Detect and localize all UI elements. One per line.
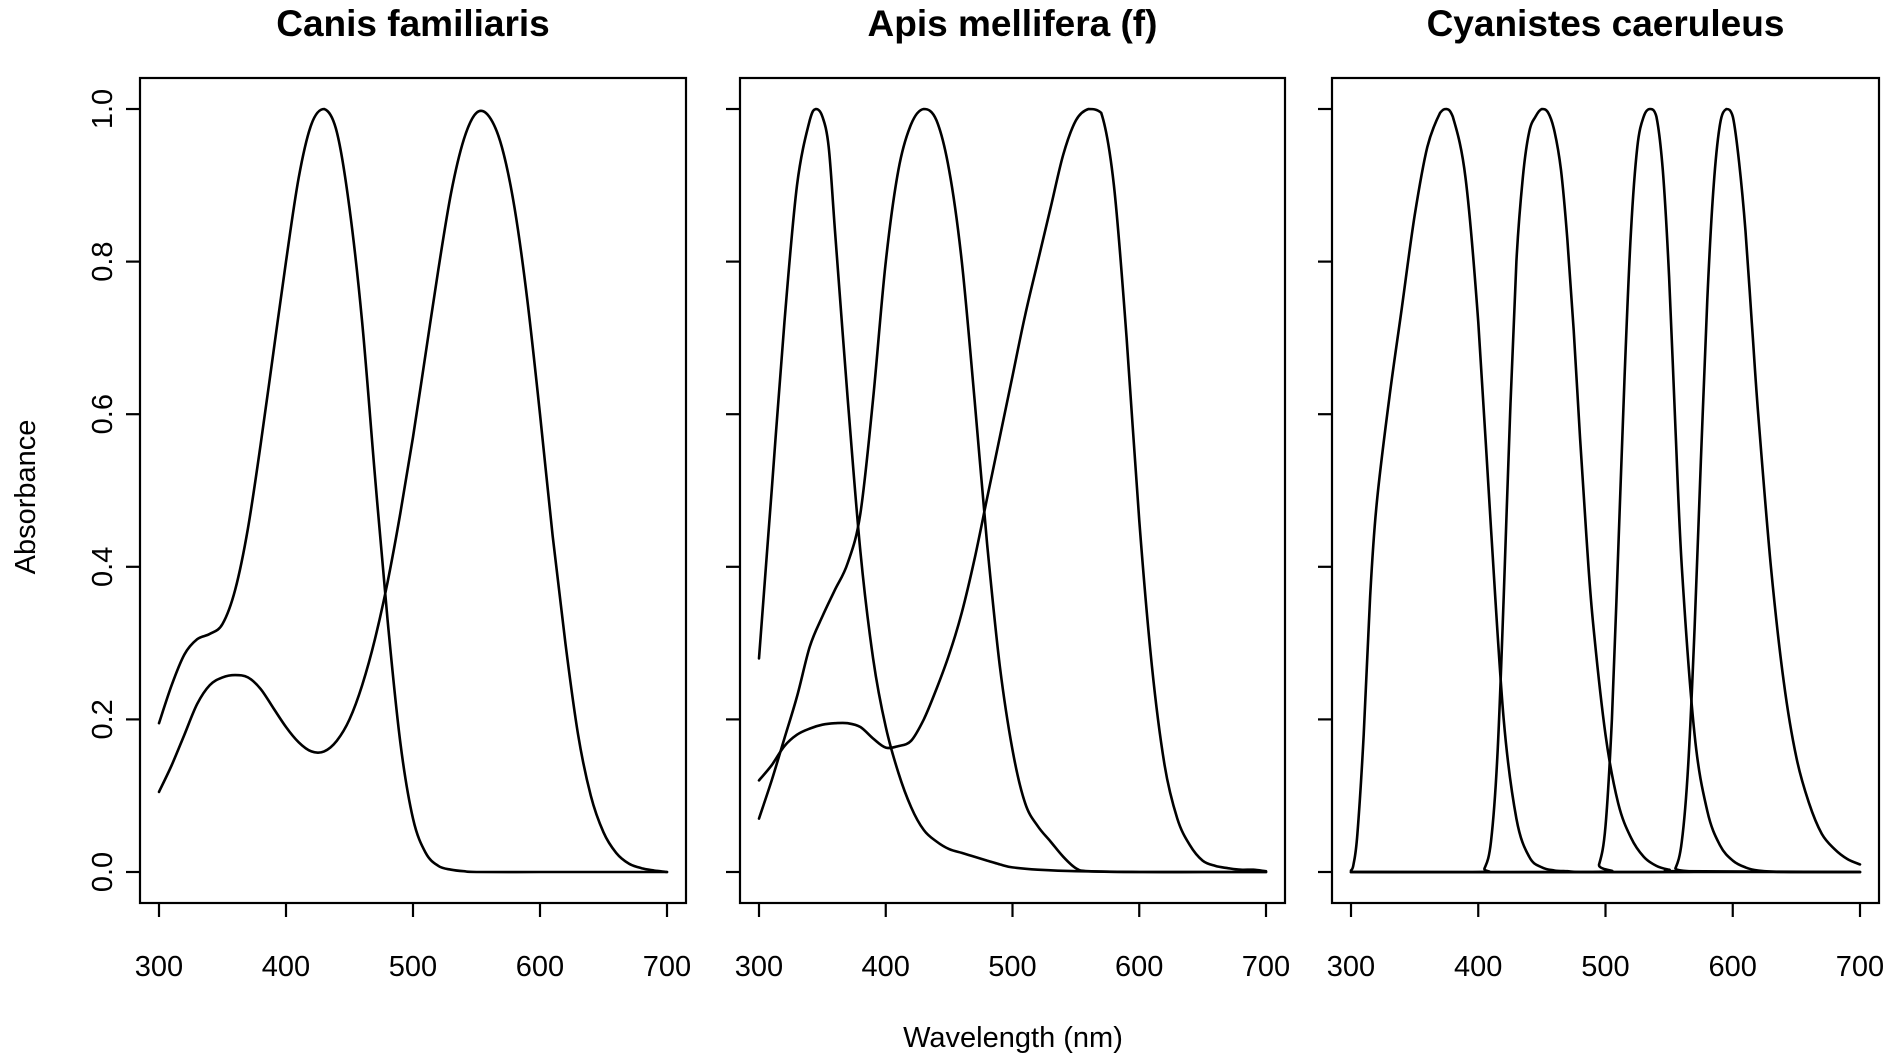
y-tick-label: 1.0 <box>87 89 119 129</box>
x-tick-label: 700 <box>643 951 691 983</box>
y-tick-label: 0.0 <box>87 852 119 892</box>
y-tick-label: 0.4 <box>87 547 119 587</box>
absorbance-curve-1 <box>1349 107 1862 874</box>
y-tick-label: 0.6 <box>87 394 119 434</box>
y-axis-label: Absorbance <box>10 420 42 575</box>
absorbance-curve-2 <box>1349 107 1862 874</box>
panel-title: Cyanistes caeruleus <box>1427 3 1785 44</box>
y-tick-label: 0.8 <box>87 241 119 281</box>
panel-cyanistes-caeruleus: Cyanistes caeruleus 300 400 500 600 700 <box>1318 3 1884 983</box>
x-tick-label: 500 <box>389 951 437 983</box>
absorbance-curve-1 <box>157 107 669 874</box>
y-tick-label: 0.2 <box>87 699 119 739</box>
plot-frame <box>1330 76 1881 905</box>
plot-frame <box>738 76 1287 905</box>
x-tick-label: 500 <box>1581 951 1629 983</box>
panel-canis-familiaris: Canis familiaris 300 400 500 600 700 0.0 0.2 0.4… <box>87 3 691 983</box>
absorbance-curve-3 <box>757 107 1268 873</box>
x-tick-label: 600 <box>1115 951 1163 983</box>
absorbance-curve-1 <box>757 107 1268 874</box>
absorbance-curve-4 <box>1349 107 1862 874</box>
x-tick-label: 300 <box>135 951 183 983</box>
panel-apis-mellifera-f: Apis mellifera (f) 300 400 500 600 700 <box>726 3 1290 983</box>
x-tick-label: 700 <box>1242 951 1290 983</box>
x-tick-label: 300 <box>1327 951 1375 983</box>
x-tick-label: 300 <box>735 951 783 983</box>
panels-layer: Canis familiaris 300 400 500 600 700 0.0 0.2 0.4… <box>87 3 1884 983</box>
plot-frame <box>138 76 688 905</box>
x-axis-label: Wavelength (nm) <box>903 1022 1123 1054</box>
x-tick-label: 600 <box>1709 951 1757 983</box>
x-tick-label: 400 <box>262 951 310 983</box>
x-tick-label: 400 <box>862 951 910 983</box>
absorbance-curve-2 <box>157 109 669 874</box>
x-tick-label: 500 <box>988 951 1036 983</box>
x-tick-label: 600 <box>516 951 564 983</box>
x-tick-label: 700 <box>1836 951 1884 983</box>
absorbance-curve-2 <box>757 107 1268 874</box>
x-tick-label: 400 <box>1454 951 1502 983</box>
panel-title: Canis familiaris <box>276 3 550 44</box>
absorbance-curve-3 <box>1349 107 1862 874</box>
panel-title: Apis mellifera (f) <box>868 3 1158 44</box>
